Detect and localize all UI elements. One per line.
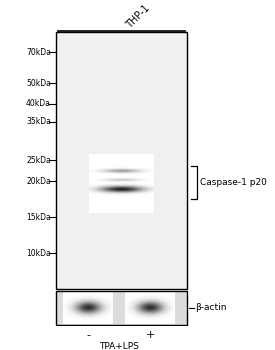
Text: 35kDa: 35kDa bbox=[26, 117, 51, 126]
Text: 50kDa: 50kDa bbox=[26, 79, 51, 88]
Text: 15kDa: 15kDa bbox=[26, 212, 51, 222]
Text: THP-1: THP-1 bbox=[124, 3, 152, 30]
Bar bbox=[56, 32, 187, 289]
Text: 25kDa: 25kDa bbox=[26, 156, 51, 165]
Text: 10kDa: 10kDa bbox=[26, 248, 51, 258]
Text: +: + bbox=[145, 330, 155, 340]
Text: TPA+LPS: TPA+LPS bbox=[99, 342, 139, 350]
Bar bbox=[56, 291, 187, 324]
Text: β-actin: β-actin bbox=[195, 303, 226, 312]
Text: -: - bbox=[86, 330, 90, 340]
Text: Caspase-1 p20: Caspase-1 p20 bbox=[200, 178, 267, 187]
Text: 40kDa: 40kDa bbox=[26, 99, 51, 108]
Text: 20kDa: 20kDa bbox=[26, 176, 51, 186]
Text: 70kDa: 70kDa bbox=[26, 48, 51, 57]
